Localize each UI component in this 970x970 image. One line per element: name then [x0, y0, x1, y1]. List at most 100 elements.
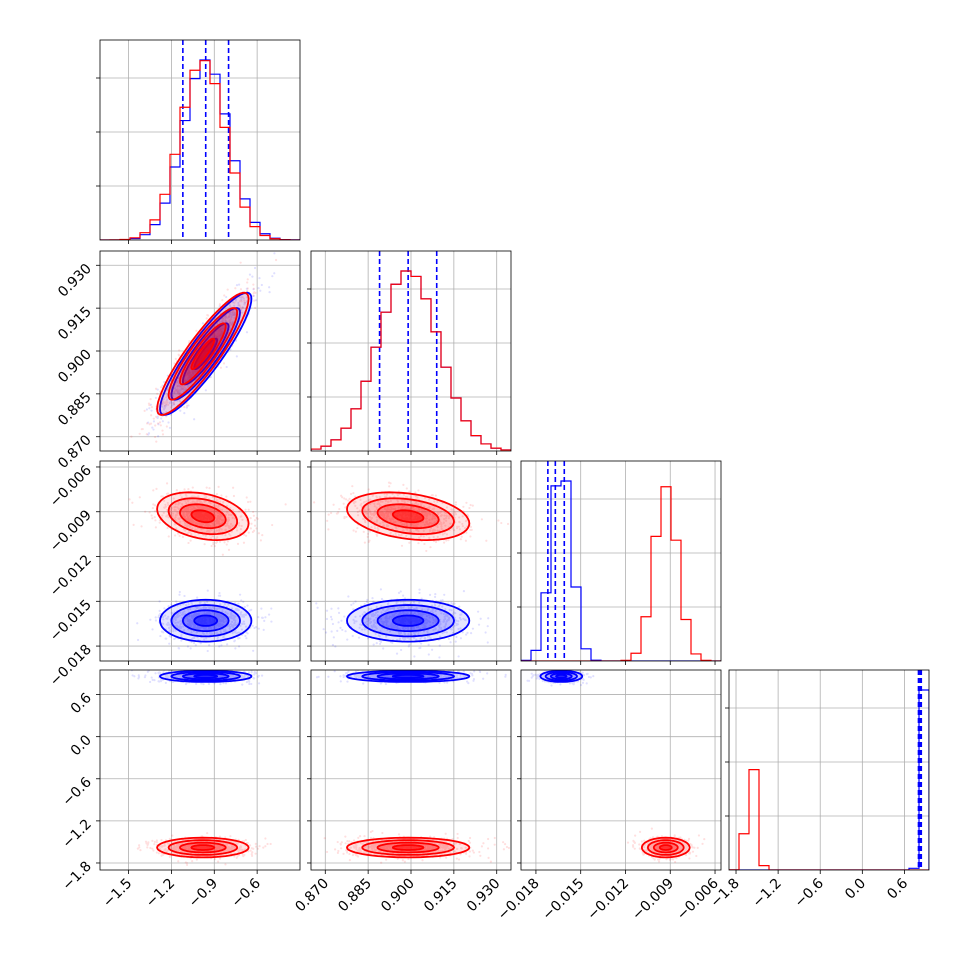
- scatter-point: [232, 624, 235, 627]
- scatter-point: [218, 528, 221, 532]
- scatter-point: [176, 614, 179, 617]
- scatter-point: [217, 615, 221, 618]
- scatter-point: [173, 508, 176, 512]
- scatter-point: [430, 604, 434, 607]
- scatter-point: [213, 626, 216, 629]
- scatter-point: [188, 371, 191, 374]
- scatter-point: [219, 513, 223, 516]
- scatter-point: [252, 292, 255, 295]
- scatter-point: [191, 637, 195, 640]
- scatter-point: [235, 529, 239, 532]
- scatter-point: [178, 349, 181, 352]
- scatter-point: [363, 541, 367, 544]
- scatter-point: [399, 612, 402, 615]
- scatter-point: [229, 334, 233, 337]
- scatter-point: [443, 618, 446, 621]
- scatter-point: [197, 342, 200, 345]
- scatter-point: [196, 522, 199, 525]
- scatter-point: [163, 380, 166, 384]
- scatter-point: [432, 618, 435, 621]
- scatter-point: [250, 682, 253, 686]
- scatter-point: [235, 632, 238, 635]
- scatter-point: [233, 617, 236, 620]
- scatter-point: [463, 618, 467, 621]
- scatter-point: [187, 373, 190, 376]
- scatter-point: [164, 389, 167, 392]
- scatter-point: [166, 388, 169, 392]
- scatter-point: [211, 331, 214, 335]
- scatter-point: [213, 330, 216, 333]
- scatter-point: [180, 639, 183, 642]
- scatter-point: [216, 334, 220, 338]
- scatter-point: [177, 391, 180, 394]
- scatter-point: [196, 499, 199, 503]
- scatter-point: [218, 522, 222, 526]
- scatter-point: [480, 518, 483, 521]
- scatter-point: [228, 627, 231, 630]
- scatter-point: [200, 370, 203, 373]
- scatter-point: [169, 625, 172, 629]
- scatter-point: [174, 637, 177, 640]
- scatter-point: [216, 365, 220, 368]
- scatter-point: [404, 636, 407, 640]
- scatter-point: [226, 316, 229, 319]
- scatter-point: [159, 634, 162, 638]
- scatter-point: [163, 404, 166, 407]
- scatter-point: [423, 637, 427, 640]
- scatter-point: [173, 387, 177, 390]
- scatter-point: [325, 617, 329, 621]
- scatter-point: [136, 622, 139, 625]
- scatter-point: [221, 317, 224, 320]
- scatter-point: [424, 622, 428, 625]
- scatter-point: [257, 615, 260, 619]
- scatter-point: [184, 508, 187, 511]
- scatter-point: [138, 432, 141, 435]
- scatter-point: [370, 624, 373, 628]
- scatter-point: [195, 606, 199, 610]
- contour-line: [181, 322, 230, 386]
- scatter-point: [211, 522, 214, 525]
- scatter-point: [257, 682, 261, 685]
- scatter-point: [190, 622, 193, 625]
- scatter-point: [356, 527, 359, 530]
- scatter-point: [327, 528, 330, 531]
- scatter-point: [169, 624, 172, 627]
- scatter-point: [186, 357, 189, 360]
- scatter-point: [420, 613, 423, 616]
- scatter-point: [190, 380, 193, 383]
- scatter-point: [218, 310, 221, 313]
- scatter-point: [469, 535, 472, 538]
- scatter-point: [454, 503, 457, 506]
- scatter-point: [438, 624, 441, 628]
- scatter-point: [230, 313, 233, 316]
- scatter-point: [183, 628, 186, 632]
- scatter-point: [438, 656, 441, 659]
- scatter-point: [203, 494, 206, 497]
- scatter-point: [235, 284, 239, 287]
- scatter-point: [182, 625, 185, 628]
- scatter-point: [176, 384, 179, 387]
- scatter-point: [241, 683, 244, 686]
- scatter-point: [369, 618, 372, 621]
- scatter-point: [240, 298, 243, 301]
- scatter-point: [429, 624, 432, 627]
- scatter-point: [389, 624, 392, 627]
- scatter-point: [180, 387, 183, 390]
- panel-content: [311, 251, 511, 451]
- scatter-point: [372, 612, 375, 616]
- scatter-point: [213, 509, 217, 513]
- scatter-point: [161, 400, 164, 403]
- scatter-point: [193, 625, 196, 629]
- scatter-point: [234, 339, 238, 342]
- scatter-point: [196, 613, 199, 616]
- scatter-point: [152, 420, 156, 423]
- scatter-point: [231, 313, 234, 317]
- scatter-point: [187, 517, 190, 521]
- scatter-point: [369, 620, 373, 624]
- scatter-point: [181, 611, 184, 614]
- scatter-point: [444, 622, 447, 625]
- scatter-point: [422, 623, 425, 626]
- scatter-point: [172, 627, 175, 630]
- scatter-point: [366, 535, 369, 538]
- scatter-point: [214, 315, 217, 318]
